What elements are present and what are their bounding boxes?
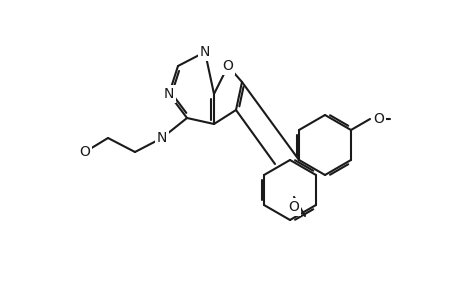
Text: O: O — [372, 112, 383, 126]
Text: N: N — [199, 45, 210, 59]
Text: O: O — [222, 59, 233, 73]
Text: N: N — [157, 131, 167, 145]
Text: N: N — [163, 87, 174, 101]
Text: O: O — [288, 200, 299, 214]
Text: O: O — [79, 145, 90, 159]
